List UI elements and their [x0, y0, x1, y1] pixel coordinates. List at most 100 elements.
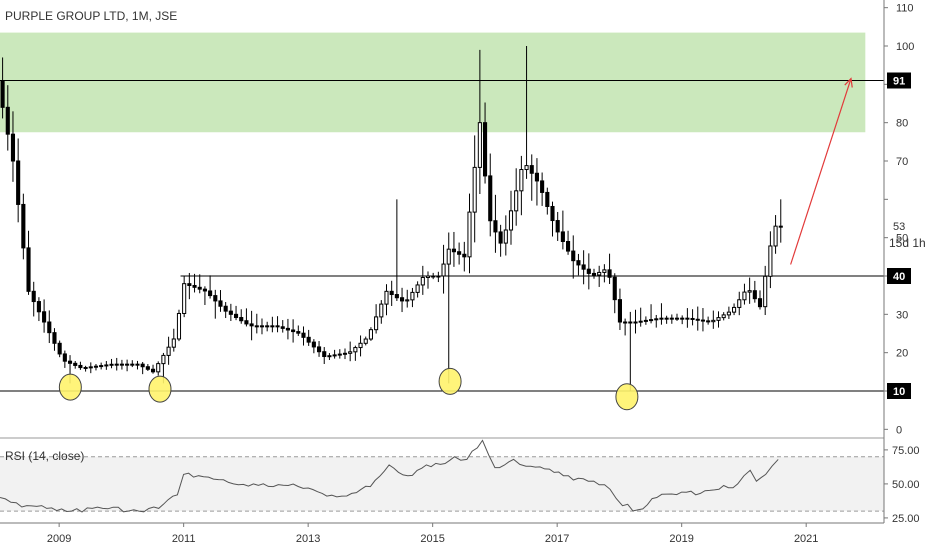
candle-body — [208, 290, 213, 297]
time-tick-label: 2013 — [296, 533, 320, 545]
candle-body — [166, 346, 171, 356]
candle-body — [664, 317, 669, 320]
candle-body — [259, 325, 265, 328]
rsi-line — [0, 439, 779, 513]
candle-body — [322, 351, 327, 358]
candle-body — [176, 312, 182, 340]
candle-body — [254, 325, 259, 328]
price-tick-label: 20 — [896, 348, 908, 360]
candle-body — [550, 205, 555, 222]
candle-body — [83, 366, 88, 369]
candle-body — [773, 225, 778, 247]
candle-body — [425, 275, 431, 278]
candle-body — [763, 275, 768, 308]
time-tick-label: 2009 — [47, 533, 71, 545]
candle-body — [674, 317, 680, 320]
candle-body — [695, 318, 700, 321]
candle-body — [410, 291, 415, 301]
support-circle — [148, 375, 172, 403]
resistance-zone — [0, 32, 866, 133]
candle-body — [0, 80, 5, 108]
candle-body — [649, 319, 654, 322]
time-tick-label: 2015 — [420, 533, 444, 545]
price-tick-label: 70 — [896, 156, 908, 168]
rsi-pane[interactable]: RSI (14, close) — [0, 439, 884, 513]
candle-body — [700, 319, 706, 322]
candle-body — [197, 286, 202, 290]
candle-body — [233, 313, 239, 319]
candle-body — [446, 248, 451, 265]
candle-body — [130, 363, 135, 366]
candlesticks — [0, 46, 783, 391]
candle-body — [752, 290, 757, 300]
candle-body — [566, 241, 571, 252]
candle-body — [161, 354, 166, 365]
price-tick-label: 50 — [896, 233, 908, 245]
candle-body — [265, 325, 270, 328]
candle-body — [192, 284, 197, 288]
candle-body — [721, 314, 726, 319]
candle-body — [747, 290, 752, 293]
candle-body — [332, 354, 337, 357]
candle-body — [472, 166, 477, 213]
candle-body — [405, 299, 410, 302]
candle-body — [643, 319, 648, 322]
candle-body — [602, 269, 607, 273]
candle-body — [514, 190, 519, 212]
candle-body — [202, 288, 207, 292]
price-tick-label: 80 — [896, 118, 908, 130]
time-tick-label: 2011 — [172, 533, 196, 545]
candle-body — [119, 363, 124, 366]
price-label-91: 91 — [893, 76, 905, 88]
timeframe-label: 15d 1h — [889, 236, 926, 250]
price-axis-ticks: 0 20 30 50 70 80 100 110 — [884, 3, 914, 436]
rsi-tick-label: 50.00 — [892, 479, 920, 491]
candle-body — [62, 353, 67, 362]
candle-body — [581, 264, 586, 270]
candle-body — [591, 272, 597, 276]
candle-body — [374, 316, 379, 331]
candle-body — [249, 323, 254, 327]
candle-body — [534, 172, 539, 182]
candle-body — [545, 191, 550, 207]
candle-body — [612, 276, 617, 301]
arrow-shaft — [790, 78, 852, 265]
candle-body — [467, 211, 472, 258]
candle-body — [529, 165, 534, 174]
candle-body — [280, 326, 285, 329]
candle-body — [57, 342, 62, 355]
candle-body — [316, 346, 322, 353]
candle-body — [508, 210, 514, 231]
price-tick-label: 30 — [896, 309, 908, 321]
time-axis[interactable]: 2009 2011 2013 2015 2017 2019 2021 — [0, 522, 884, 545]
rsi-tick-label: 75.00 — [892, 445, 920, 457]
candle-body — [654, 318, 659, 321]
candle-body — [555, 220, 560, 233]
candle-body — [415, 284, 420, 293]
candle-body — [586, 268, 591, 274]
candle-body — [384, 290, 389, 305]
price-label-53: 53 — [893, 221, 905, 233]
candle-body — [685, 317, 690, 320]
candle-body — [638, 320, 643, 323]
candle-body — [436, 275, 441, 278]
candle-body — [150, 368, 156, 373]
candle-body — [26, 247, 31, 292]
price-tick-label: 0 — [896, 424, 902, 436]
candle-body — [560, 231, 565, 243]
main-pane[interactable]: PURPLE GROUP LTD, 1M, JSE — [0, 9, 884, 411]
candle-body — [597, 271, 602, 276]
support-circles — [58, 367, 639, 411]
candle-body — [114, 363, 119, 366]
candle-body — [270, 325, 275, 328]
price-axis[interactable]: 0 20 30 50 70 80 100 110 91 53 40 10 15d 1h 25.00 5… — [883, 0, 926, 525]
candle-body — [431, 275, 436, 278]
candle-body — [104, 364, 109, 367]
price-label-box — [887, 72, 911, 89]
candle-body — [145, 366, 150, 370]
candle-body — [109, 363, 114, 366]
time-tick-label: 2019 — [669, 533, 693, 545]
candle-body — [420, 276, 425, 286]
candle-body — [571, 250, 576, 262]
